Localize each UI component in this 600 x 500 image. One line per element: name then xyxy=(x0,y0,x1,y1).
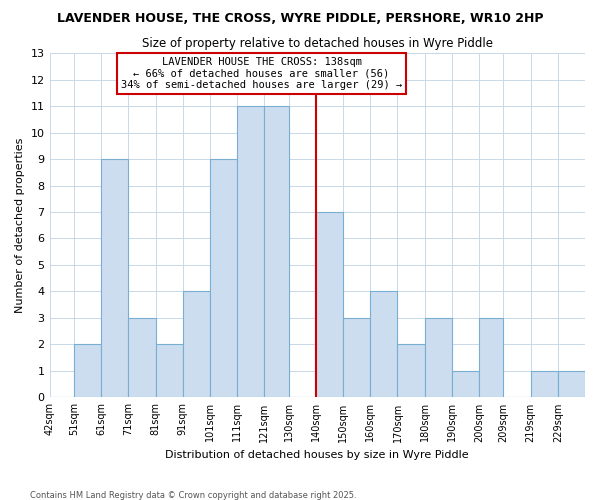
Y-axis label: Number of detached properties: Number of detached properties xyxy=(15,138,25,313)
Bar xyxy=(452,371,479,398)
Title: Size of property relative to detached houses in Wyre Piddle: Size of property relative to detached ho… xyxy=(142,38,493,51)
Bar xyxy=(530,371,558,398)
Bar xyxy=(479,318,503,398)
Bar xyxy=(101,159,128,398)
Bar xyxy=(74,344,101,398)
Bar xyxy=(370,292,397,398)
Bar xyxy=(128,318,155,398)
Text: LAVENDER HOUSE, THE CROSS, WYRE PIDDLE, PERSHORE, WR10 2HP: LAVENDER HOUSE, THE CROSS, WYRE PIDDLE, … xyxy=(57,12,543,26)
Bar xyxy=(343,318,370,398)
Bar xyxy=(264,106,289,398)
Bar xyxy=(183,292,210,398)
Bar xyxy=(316,212,343,398)
Text: Contains HM Land Registry data © Crown copyright and database right 2025.: Contains HM Land Registry data © Crown c… xyxy=(30,490,356,500)
Bar xyxy=(210,159,237,398)
Bar xyxy=(397,344,425,398)
Bar xyxy=(558,371,585,398)
Text: LAVENDER HOUSE THE CROSS: 138sqm
← 66% of detached houses are smaller (56)
34% o: LAVENDER HOUSE THE CROSS: 138sqm ← 66% o… xyxy=(121,57,402,90)
Bar xyxy=(237,106,264,398)
Bar xyxy=(425,318,452,398)
X-axis label: Distribution of detached houses by size in Wyre Piddle: Distribution of detached houses by size … xyxy=(166,450,469,460)
Bar xyxy=(155,344,183,398)
